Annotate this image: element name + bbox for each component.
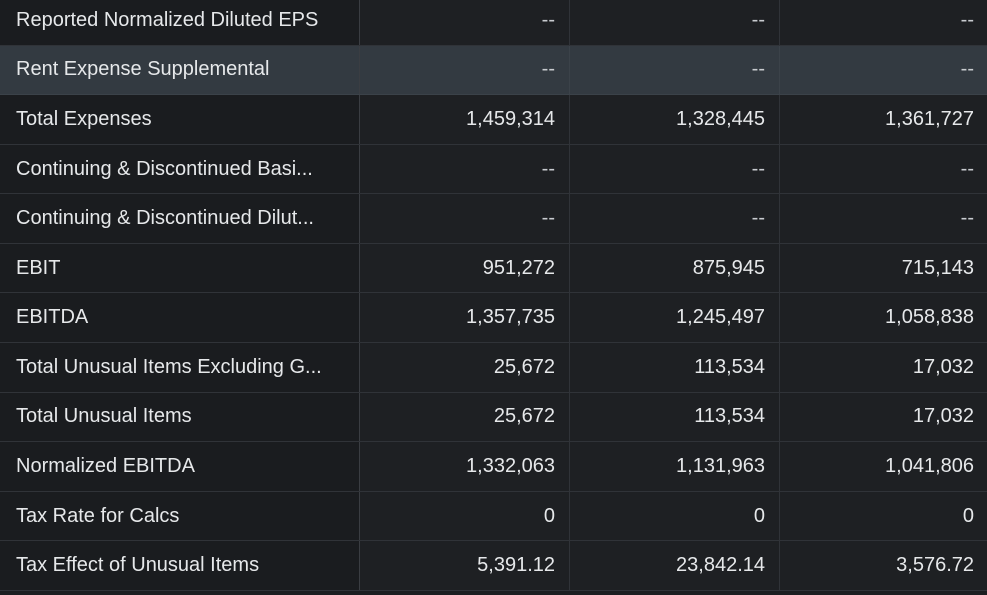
value-cell: 1,058,838 [780, 293, 987, 343]
table-row[interactable]: Reported Normalized Diluted EPS -- -- -- [0, 0, 987, 46]
value-cell: -- [360, 0, 570, 45]
value-cell: 1,041,806 [780, 442, 987, 491]
value-cell: 1,328,445 [570, 95, 780, 144]
table-row[interactable]: Total Expenses 1,459,314 1,328,445 1,361… [0, 95, 987, 145]
row-label: Total Unusual Items [0, 392, 360, 442]
value-cell: -- [570, 194, 780, 243]
value-cell: 113,534 [570, 343, 780, 392]
row-label: Total Expenses [0, 95, 360, 144]
row-label: Normalized EBITDA [0, 442, 360, 491]
value-cell: 25,672 [360, 392, 570, 442]
row-label: EBITDA [0, 293, 360, 343]
value-cell: 0 [570, 491, 780, 541]
value-cell: -- [780, 194, 987, 243]
row-label: Continuing & Discontinued Basi... [0, 144, 360, 194]
value-cell: 1,131,963 [570, 442, 780, 491]
table-row[interactable]: Tax Rate for Calcs 0 0 0 [0, 491, 987, 542]
value-cell: 5,391.12 [360, 541, 570, 590]
value-cell: 25,672 [360, 343, 570, 392]
value-cell: 1,332,063 [360, 442, 570, 491]
value-cell: -- [570, 0, 780, 45]
table-row-hovered[interactable]: Rent Expense Supplemental -- -- -- [0, 45, 987, 96]
value-cell: 113,534 [570, 392, 780, 442]
value-cell: -- [780, 45, 987, 95]
value-cell: -- [360, 45, 570, 95]
value-cell: 875,945 [570, 243, 780, 293]
value-cell: -- [570, 144, 780, 194]
value-cell: 17,032 [780, 392, 987, 442]
value-cell: 951,272 [360, 243, 570, 293]
value-cell: -- [780, 0, 987, 45]
value-cell: 1,361,727 [780, 95, 987, 144]
value-cell: -- [360, 144, 570, 194]
table-row[interactable]: Normalized EBITDA 1,332,063 1,131,963 1,… [0, 442, 987, 492]
table-row[interactable]: Continuing & Discontinued Dilut... -- --… [0, 194, 987, 244]
row-label: EBIT [0, 243, 360, 293]
value-cell: 1,459,314 [360, 95, 570, 144]
row-label: Tax Effect of Unusual Items [0, 541, 360, 590]
value-cell: 0 [780, 491, 987, 541]
value-cell: -- [360, 194, 570, 243]
row-label: Total Unusual Items Excluding G... [0, 343, 360, 392]
row-label: Continuing & Discontinued Dilut... [0, 194, 360, 243]
value-cell: 0 [360, 491, 570, 541]
value-cell: -- [780, 144, 987, 194]
value-cell: 1,357,735 [360, 293, 570, 343]
table-row[interactable]: EBITDA 1,357,735 1,245,497 1,058,838 [0, 293, 987, 344]
value-cell: 715,143 [780, 243, 987, 293]
table-row[interactable]: Total Unusual Items 25,672 113,534 17,03… [0, 392, 987, 443]
table-row[interactable]: Continuing & Discontinued Basi... -- -- … [0, 144, 987, 195]
value-cell: 23,842.14 [570, 541, 780, 590]
table-row[interactable]: Total Unusual Items Excluding G... 25,67… [0, 343, 987, 393]
value-cell: 17,032 [780, 343, 987, 392]
row-label: Reported Normalized Diluted EPS [0, 0, 360, 45]
row-label: Rent Expense Supplemental [0, 45, 360, 95]
value-cell: 3,576.72 [780, 541, 987, 590]
value-cell: -- [570, 45, 780, 95]
table-row[interactable]: Tax Effect of Unusual Items 5,391.12 23,… [0, 541, 987, 591]
table-row[interactable]: EBIT 951,272 875,945 715,143 [0, 243, 987, 294]
row-label: Tax Rate for Calcs [0, 491, 360, 541]
value-cell: 1,245,497 [570, 293, 780, 343]
